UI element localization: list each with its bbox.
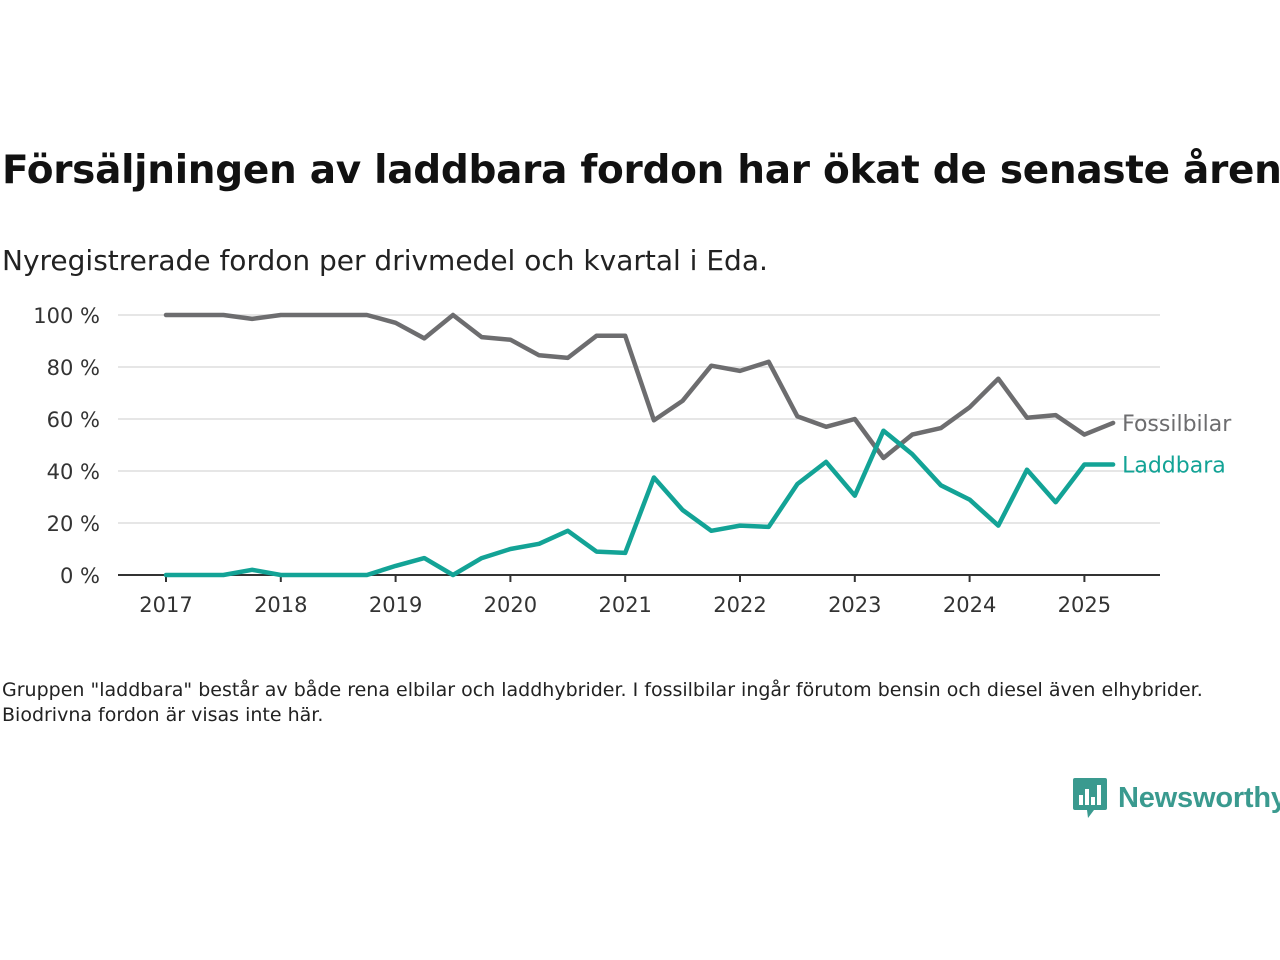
series-line-fossilbilar bbox=[163, 312, 1116, 461]
footnote: Gruppen "laddbara" består av både rena e… bbox=[2, 679, 1203, 726]
series-lines bbox=[163, 312, 1116, 578]
y-tick-label: 80 % bbox=[47, 356, 100, 380]
line-chart: 0 % 20 % 40 % 60 % 80 % 100 % 2017 2018 2019 202… bbox=[33, 304, 1232, 617]
bar-chart-speech-bubble-icon bbox=[1073, 778, 1107, 818]
x-tick-label: 2023 bbox=[828, 593, 881, 617]
chart-title: Försäljningen av laddbara fordon har öka… bbox=[2, 148, 1280, 193]
chart-subtitle: Nyregistrerade fordon per drivmedel och … bbox=[2, 244, 768, 277]
y-tick-label: 40 % bbox=[47, 460, 100, 484]
x-tick-label: 2018 bbox=[254, 593, 307, 617]
logo-text: Newsworthy bbox=[1118, 781, 1280, 814]
x-tick-label: 2019 bbox=[369, 593, 422, 617]
y-tick-label: 100 % bbox=[33, 304, 100, 328]
gridlines bbox=[118, 314, 1160, 524]
x-tick-label: 2025 bbox=[1058, 593, 1111, 617]
x-tick-label: 2020 bbox=[484, 593, 537, 617]
y-tick-label: 60 % bbox=[47, 408, 100, 432]
y-tick-label: 0 % bbox=[60, 564, 100, 588]
x-tick-label: 2022 bbox=[713, 593, 766, 617]
series-label-fossilbilar: Fossilbilar bbox=[1122, 412, 1232, 437]
series-line-laddbara bbox=[163, 428, 1116, 578]
x-tick-label: 2024 bbox=[943, 593, 996, 617]
x-tick-label: 2017 bbox=[139, 593, 192, 617]
y-axis-ticks: 0 % 20 % 40 % 60 % 80 % 100 % bbox=[33, 304, 100, 588]
series-labels: Fossilbilar Laddbara bbox=[1122, 412, 1232, 479]
x-axis: 2017 2018 2019 2020 2021 2022 2023 2024 2025 bbox=[118, 574, 1160, 617]
newsworthy-logo: Newsworthy bbox=[1072, 776, 1280, 820]
x-tick-label: 2021 bbox=[598, 593, 651, 617]
y-tick-label: 20 % bbox=[47, 512, 100, 536]
series-label-laddbara: Laddbara bbox=[1122, 454, 1226, 479]
